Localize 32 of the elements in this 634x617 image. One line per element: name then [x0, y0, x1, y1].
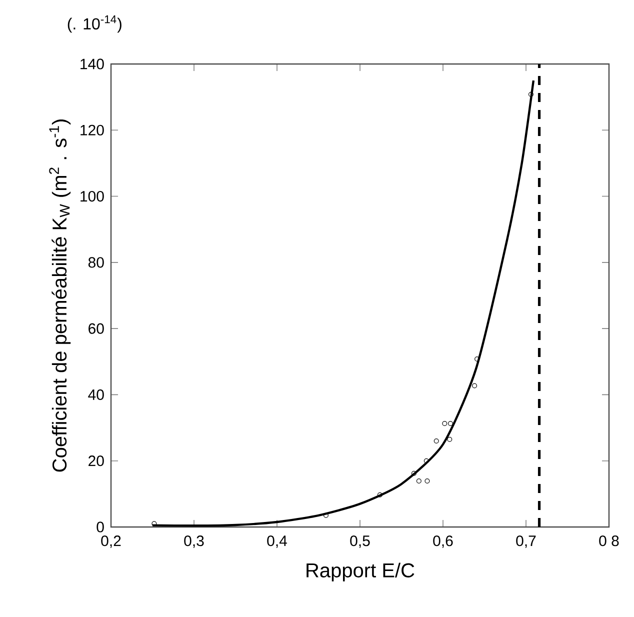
y-tick-label: 20: [88, 456, 104, 466]
y-tick-label: 120: [80, 124, 104, 136]
x-tick-label: 0 8: [599, 536, 619, 546]
y-tick-label: 60: [88, 323, 104, 334]
y-tick-label: 80: [88, 257, 104, 268]
y-tick-label: 0: [96, 522, 104, 532]
point: [424, 478, 430, 484]
y-tick-label: 40: [88, 389, 104, 400]
line-series: [151, 79, 535, 527]
x-tick-label: 0,6: [433, 536, 453, 548]
point: [448, 420, 453, 426]
x-tick-label: 0,4: [267, 536, 287, 548]
point: [424, 458, 429, 464]
x-axis-title: Rapport E/C: [306, 562, 414, 582]
point: [416, 478, 422, 484]
x-tick-label: 0,5: [350, 536, 370, 548]
point: [528, 92, 534, 97]
point: [442, 420, 448, 426]
y-axis-title: Coefficient de perméabilité K$_{W}$ (m$^{2}$ . s$^{-1}$): [49, 120, 71, 472]
x-tick-label: 0,2: [101, 536, 121, 548]
point: [323, 512, 328, 518]
point: [472, 383, 478, 388]
point: [434, 438, 439, 444]
point: [411, 470, 416, 476]
x-tick-label: 0,3: [184, 536, 204, 548]
text: (. 10$^{-14}$): [68, 15, 122, 33]
x-tick-label: 0,7: [516, 536, 536, 548]
point: [377, 492, 382, 498]
y-tick-label: 100: [80, 190, 104, 202]
point: [152, 521, 157, 526]
y-tick-label: 140: [80, 58, 104, 70]
point: [447, 436, 452, 442]
